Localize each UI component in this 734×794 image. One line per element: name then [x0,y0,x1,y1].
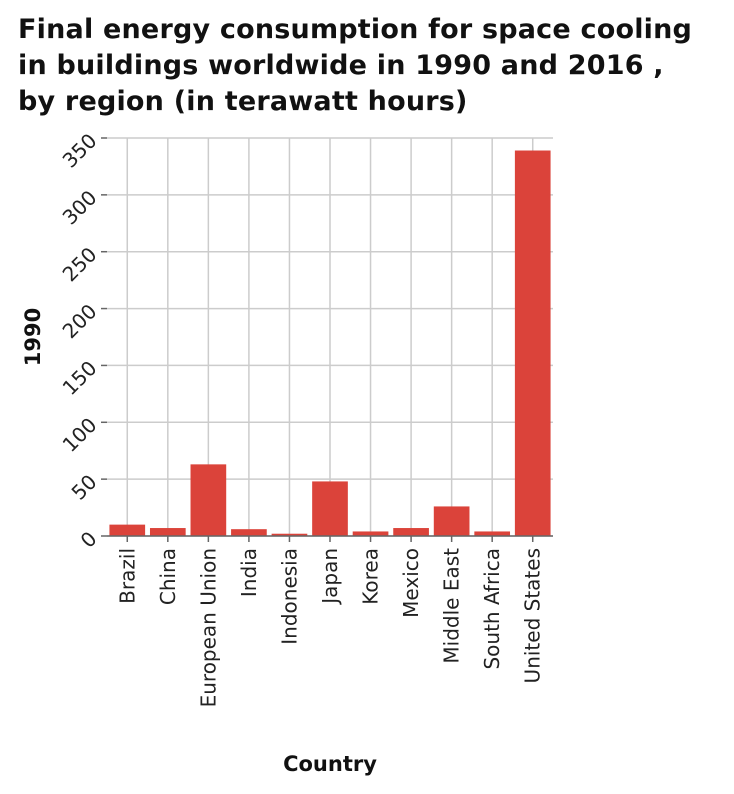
y-tick-label: 50 [67,470,102,505]
bar-indonesia [271,533,308,536]
x-tick-label: Middle East [440,548,464,664]
bar-korea [352,531,389,536]
x-tick-label: India [237,548,261,597]
x-axis-label: Country [283,752,377,776]
axes [101,137,553,542]
x-tick-label: European Union [196,548,220,707]
y-tick-label: 350 [58,129,102,173]
y-tick-label: 150 [58,356,102,400]
x-tick-label: Brazil [115,548,139,604]
bar-china [149,528,186,536]
bar-middle-east [433,506,470,536]
bar-european-union [190,464,227,536]
chart-title-line-2: in buildings worldwide in 1990 and 2016 … [18,50,664,81]
bar-united-states [514,150,551,536]
y-axis-label: 1990 [21,308,45,366]
y-tick-label: 250 [58,242,102,286]
chart-title-line-1: Final energy consumption for space cooli… [18,14,693,45]
bar-india [231,529,267,536]
x-tick-label: Japan [318,548,342,606]
x-tick-labels: Brazil China European Union India Indonesia J… [115,548,544,708]
y-tick-labels: 0 50 100 150 200 250 300 350 [58,129,102,553]
x-tick-label: China [156,548,180,605]
bar-brazil [109,524,146,536]
y-tick-label: 300 [58,185,102,229]
chart-title-line-3: by region (in terawatt hours) [18,86,468,117]
x-tick-label: Mexico [399,548,423,618]
x-tick-label: South Africa [480,548,504,670]
y-tick-label: 0 [76,527,102,553]
bars [109,150,551,536]
x-tick-label: Korea [359,548,383,605]
bar-south-africa [474,531,511,536]
bar-japan [312,481,348,536]
x-tick-label: United States [521,548,545,683]
y-tick-label: 200 [58,299,102,343]
grid [107,137,553,537]
y-tick-label: 100 [58,413,102,457]
bar-mexico [393,528,429,536]
x-tick-label: Indonesia [277,548,301,645]
